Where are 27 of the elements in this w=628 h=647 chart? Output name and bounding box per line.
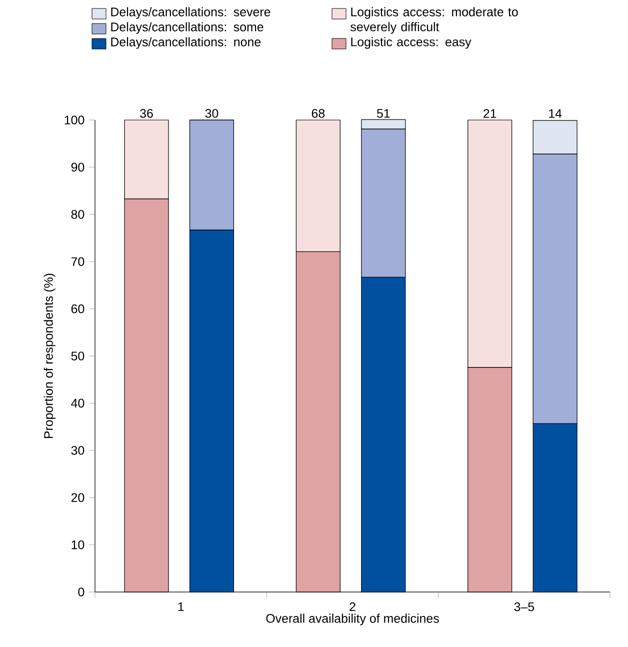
y-tick-label: 100: [64, 116, 84, 124]
annotation: 14: [549, 109, 562, 118]
y-tick-label: 40: [71, 398, 84, 408]
x-tick-label: 1: [178, 602, 184, 611]
legend-label: Delays/cancellations: none: [111, 37, 261, 49]
legend-label: Logistics access: moderate to severely difficult: [350, 7, 518, 34]
x-tick-label: 3–5: [514, 602, 534, 612]
y-tick-label: 70: [71, 257, 84, 266]
annotation: 68: [312, 108, 325, 118]
annotation: 30: [205, 108, 218, 118]
legend-label: Delays/cancellations: severe: [111, 7, 270, 19]
annotation: 51: [376, 109, 390, 118]
y-tick-label: 50: [71, 352, 84, 360]
y-axis-title: Proportion of respondents (%): [44, 274, 56, 438]
y-tick-label: 20: [71, 493, 84, 502]
y-tick-label: 30: [71, 446, 84, 455]
y-tick-label: 60: [71, 304, 84, 314]
y-tick-label: 0: [78, 588, 84, 596]
y-tick-label: 10: [72, 540, 84, 550]
x-axis-title: Overall availability of medicines: [266, 614, 439, 626]
x-tick-label: 2: [350, 602, 356, 612]
y-tick-label: 80: [71, 210, 84, 219]
legend-label: Logistic access: easy: [351, 37, 472, 49]
y-tick-label: 90: [71, 162, 84, 172]
annotation: 36: [140, 108, 153, 118]
legend-label: Delays/cancellations: some: [111, 22, 264, 34]
annotation: 21: [484, 109, 496, 118]
